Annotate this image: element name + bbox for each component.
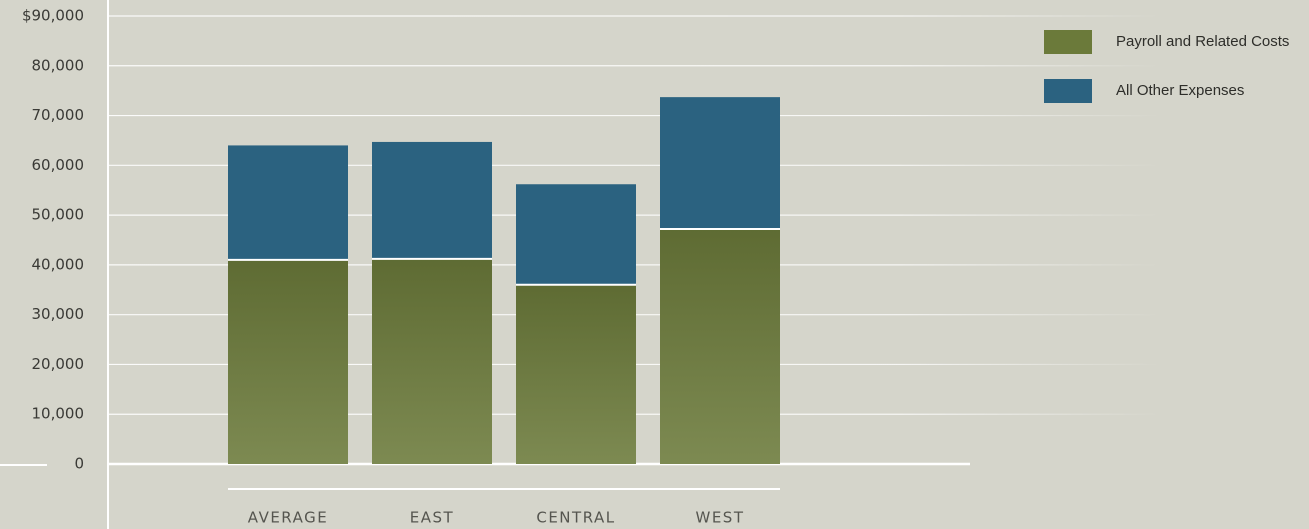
bar-shade: [660, 229, 780, 464]
y-tick-label: 40,000: [32, 255, 85, 273]
x-tick-label: CENTRAL: [536, 509, 615, 527]
y-tick-label: 50,000: [32, 206, 85, 224]
bar-segment: [660, 97, 780, 230]
x-tick-label: EAST: [410, 509, 454, 527]
legend-swatch: [1044, 30, 1092, 54]
legend-label: All Other Expenses: [1116, 82, 1244, 99]
legend-label: Payroll and Related Costs: [1116, 33, 1289, 50]
bar-shade: [228, 259, 348, 464]
legend-swatch: [1044, 79, 1092, 103]
y-tick-label: 70,000: [32, 106, 85, 124]
bar-segment: [372, 141, 492, 259]
bar-segment: [228, 145, 348, 260]
y-tick-label: 10,000: [32, 405, 85, 423]
bar-segment: [516, 184, 636, 285]
x-tick-label: WEST: [696, 509, 745, 527]
y-tick-label: 80,000: [32, 56, 85, 74]
y-tick-label: 30,000: [32, 305, 85, 323]
bar-shade: [372, 258, 492, 464]
x-tick-label: AVERAGE: [248, 509, 328, 527]
bar-shade: [516, 284, 636, 464]
y-tick-label: $90,000: [22, 7, 84, 25]
y-tick-label: 0: [74, 455, 84, 473]
y-tick-label: 60,000: [32, 156, 85, 174]
y-tick-label: 20,000: [32, 355, 85, 373]
